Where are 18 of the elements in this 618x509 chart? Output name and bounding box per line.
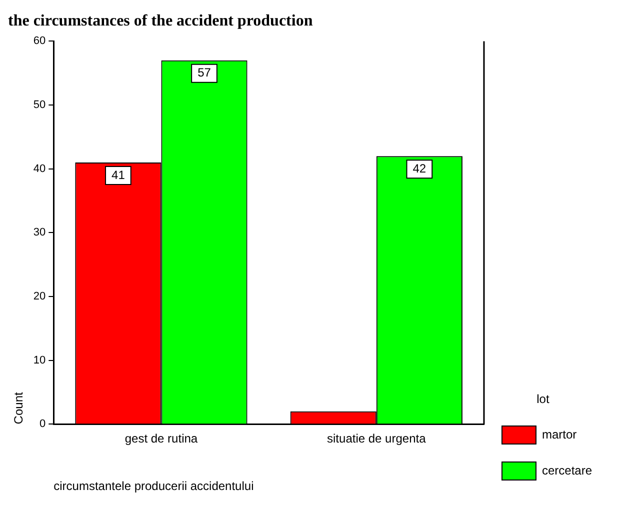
y-tick-label: 0 xyxy=(40,418,46,430)
chart-title: the circumstances of the accident production xyxy=(8,12,313,30)
data-label: 42 xyxy=(412,161,426,176)
y-axis-title: Count xyxy=(12,392,26,424)
y-tick-label: 10 xyxy=(33,354,46,366)
legend-title: lot xyxy=(536,392,550,406)
y-tick-label: 40 xyxy=(33,162,46,175)
x-tick-label: gest de rutina xyxy=(124,432,198,446)
y-tick-label: 50 xyxy=(33,99,46,112)
x-tick-label: situatie de urgenta xyxy=(327,432,426,446)
data-label: 57 xyxy=(198,66,212,80)
y-tick-label: 20 xyxy=(33,290,46,303)
y-tick-label: 30 xyxy=(33,226,46,239)
y-tick-label: 60 xyxy=(33,35,46,48)
legend-label: martor xyxy=(542,427,577,442)
x-axis-title: circumstantele producerii accidentului xyxy=(54,479,254,494)
data-label: 41 xyxy=(112,168,126,182)
legend-label: cercetare xyxy=(542,463,592,478)
